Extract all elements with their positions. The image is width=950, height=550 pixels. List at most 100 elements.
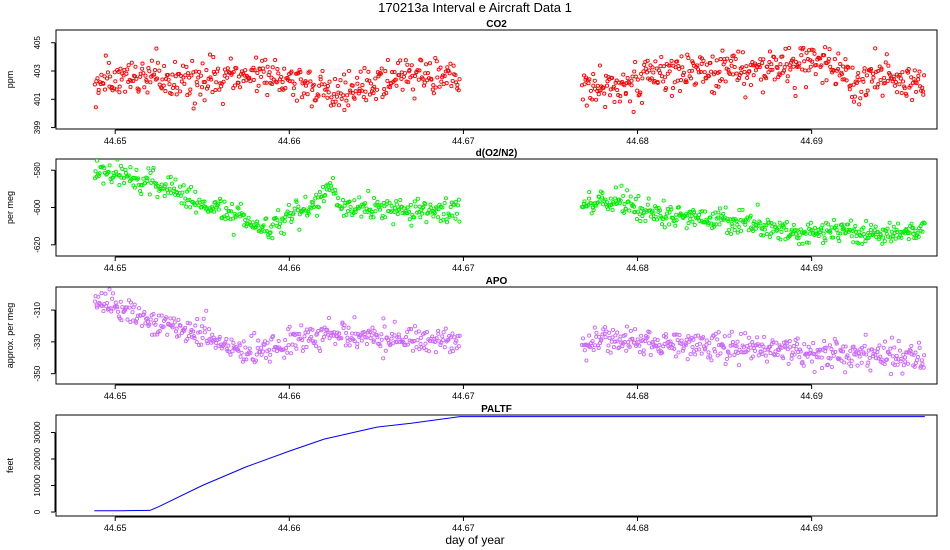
data-point	[756, 63, 761, 68]
data-point	[920, 361, 925, 367]
data-point	[876, 237, 881, 242]
data-point	[260, 66, 265, 71]
data-point	[204, 86, 210, 91]
data-point	[590, 339, 595, 344]
data-point	[871, 71, 876, 76]
data-point	[102, 74, 107, 79]
data-point	[823, 349, 828, 354]
data-point	[839, 72, 844, 77]
data-point	[823, 238, 828, 243]
data-point	[377, 207, 383, 212]
data-point	[791, 64, 796, 69]
data-point	[709, 69, 714, 74]
data-point	[846, 356, 851, 361]
data-point	[884, 52, 889, 57]
data-point	[678, 211, 683, 216]
data-point	[138, 71, 143, 76]
data-point	[300, 348, 305, 353]
data-point	[416, 210, 421, 215]
data-point	[129, 78, 134, 83]
data-point	[418, 215, 423, 220]
data-point	[119, 77, 124, 82]
data-point	[415, 196, 420, 201]
data-point	[204, 339, 209, 344]
data-point	[331, 102, 336, 107]
data-point	[142, 310, 147, 315]
data-point	[294, 346, 299, 351]
data-point	[716, 210, 721, 215]
data-point	[611, 84, 616, 89]
data-point	[308, 206, 313, 211]
data-point	[785, 341, 790, 346]
data-point	[701, 79, 706, 84]
data-point	[587, 190, 592, 195]
data-point	[94, 303, 99, 308]
data-point	[339, 206, 344, 211]
data-point	[842, 227, 847, 232]
data-point	[121, 73, 126, 78]
data-point	[862, 66, 867, 71]
data-point	[305, 209, 311, 214]
data-point	[250, 68, 255, 73]
data-point	[689, 213, 694, 218]
data-point	[651, 211, 656, 216]
data-point	[640, 206, 645, 211]
data-point	[890, 233, 896, 238]
data-point	[600, 190, 605, 196]
data-point	[230, 349, 235, 354]
data-point	[603, 105, 608, 110]
data-point	[813, 72, 818, 77]
data-point	[441, 338, 446, 343]
data-point	[320, 338, 325, 343]
data-point	[873, 224, 878, 229]
data-point	[228, 352, 233, 357]
data-point	[351, 211, 356, 216]
data-point	[762, 334, 767, 339]
data-point	[194, 339, 199, 345]
data-point	[686, 56, 691, 61]
data-point	[152, 72, 157, 77]
data-point	[685, 213, 690, 218]
data-point	[688, 352, 693, 357]
data-point	[855, 363, 860, 368]
data-point	[292, 81, 297, 86]
data-point	[826, 355, 831, 360]
data-point	[454, 338, 459, 343]
data-point	[384, 91, 389, 96]
data-point	[225, 75, 230, 80]
data-point	[647, 68, 652, 73]
data-point	[704, 342, 709, 347]
data-point	[627, 81, 632, 86]
data-point	[623, 90, 628, 95]
data-point	[441, 330, 446, 335]
data-point	[909, 343, 914, 348]
data-point	[263, 355, 269, 360]
data-point	[101, 181, 106, 186]
data-point	[363, 201, 368, 206]
data-point	[743, 222, 748, 227]
data-point	[340, 198, 346, 203]
data-point	[453, 340, 458, 345]
data-point	[182, 81, 187, 86]
data-point	[681, 70, 686, 75]
data-point	[416, 329, 421, 334]
data-point	[439, 340, 444, 345]
data-point	[311, 200, 316, 205]
data-point	[341, 72, 347, 77]
data-point	[294, 199, 299, 205]
data-point	[661, 64, 666, 69]
data-point	[740, 65, 745, 70]
data-point	[672, 346, 677, 351]
data-point	[409, 63, 414, 68]
data-point	[677, 66, 682, 71]
y-tick-label: 403	[33, 64, 42, 78]
data-point	[435, 75, 440, 80]
data-point	[777, 220, 782, 225]
data-point	[701, 58, 706, 63]
x-tick-label: 44.67	[452, 263, 475, 273]
data-point	[804, 240, 809, 245]
data-point	[736, 363, 742, 368]
data-point	[775, 65, 780, 71]
data-point	[450, 331, 455, 336]
data-point	[800, 360, 805, 365]
